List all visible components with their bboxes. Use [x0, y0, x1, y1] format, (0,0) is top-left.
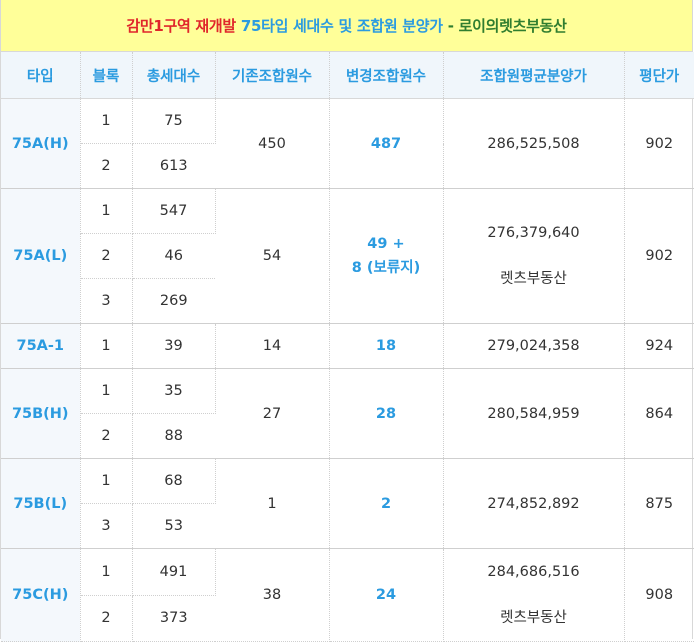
- pyeong-cell: 924: [624, 323, 694, 369]
- title-subject: 75타입 세대수 및 조합원 분양가: [240, 17, 443, 35]
- type-cell: 75A(L): [1, 188, 81, 324]
- table-row: 2 613: [1, 143, 694, 189]
- changed-cell: 49 + 8 (보류지): [329, 188, 444, 324]
- type-cell: 75C(H): [1, 548, 81, 642]
- existing-cell: 54: [215, 188, 330, 324]
- price-watermark: 렛츠부동산: [500, 271, 567, 287]
- header-block: 블록: [80, 52, 133, 99]
- units-cell: 547: [132, 188, 216, 234]
- header-total-units: 총세대수: [132, 52, 216, 99]
- price-table: 타입 블록 총세대수 기존조합원수 변경조합원수 조합원평균분양가 평단가 75…: [1, 52, 694, 642]
- existing-cell: 27: [215, 368, 330, 459]
- existing-cell: 38: [215, 548, 330, 642]
- header-changed-members: 변경조합원수: [329, 52, 444, 99]
- units-cell: 68: [132, 458, 216, 504]
- pyeong-cell: 902: [624, 98, 694, 189]
- units-cell: 75: [132, 98, 216, 144]
- table-row: 3 53: [1, 503, 694, 549]
- units-cell: 35: [132, 368, 216, 414]
- table-row: 75A(H) 1 75 450 487 286,525,508 902: [1, 98, 694, 189]
- table-row: 75A(L) 1 547 54 49 + 8 (보류지) 276,379,640…: [1, 188, 694, 324]
- units-cell: 88: [132, 413, 215, 459]
- table-row: 75C(H) 1 491 38 24 284,686,516 렛츠부동산 908: [1, 548, 694, 642]
- existing-cell: 450: [215, 98, 330, 189]
- changed-cell: 2: [329, 458, 444, 549]
- pyeong-cell: 864: [624, 368, 694, 459]
- header-row: 타입 블록 총세대수 기존조합원수 변경조합원수 조합원평균분양가 평단가: [1, 52, 694, 99]
- type-cell: 75A(H): [1, 98, 81, 189]
- units-cell: 613: [132, 143, 215, 189]
- block-cell: 1: [80, 188, 133, 234]
- units-cell: 46: [132, 233, 215, 279]
- title-source: 로이의렛츠부동산: [458, 17, 567, 35]
- pyeong-cell: 908: [624, 548, 694, 642]
- header-avg-price: 조합원평균분양가: [443, 52, 625, 99]
- header-type: 타입: [1, 52, 81, 99]
- pyeong-cell: 875: [624, 458, 694, 549]
- block-cell: 2: [80, 413, 133, 459]
- header-price-per-pyeong: 평단가: [624, 52, 694, 99]
- units-cell: 39: [132, 323, 216, 369]
- table-row: 75B(L) 1 68 1 2 274,852,892 875: [1, 458, 694, 549]
- units-cell: 53: [132, 503, 215, 549]
- changed-cell: 24: [329, 548, 444, 642]
- units-cell: 373: [132, 595, 215, 642]
- price-cell: 284,686,516 렛츠부동산: [443, 548, 625, 642]
- title-area: 감만1구역 재개발: [126, 17, 236, 35]
- block-cell: 1: [80, 458, 133, 504]
- price-cell: 279,024,358: [443, 323, 625, 369]
- table-title: 감만1구역 재개발 75타입 세대수 및 조합원 분양가 - 로이의렛츠부동산: [1, 0, 692, 52]
- pyeong-cell: 902: [624, 188, 694, 324]
- existing-cell: 1: [215, 458, 330, 549]
- price-value: 284,686,516: [487, 564, 580, 580]
- table-row: 2 373: [1, 595, 694, 642]
- table-row: 3 269: [1, 278, 694, 324]
- table-row: 75A-1 1 39 14 18 279,024,358 924: [1, 323, 694, 369]
- price-cell: 280,584,959: [443, 368, 625, 459]
- block-cell: 2: [80, 233, 133, 279]
- type-cell: 75B(H): [1, 368, 81, 459]
- changed-cell: 487: [329, 98, 444, 189]
- table-row: 2 46: [1, 233, 694, 279]
- changed-line1: 49 +: [367, 236, 405, 252]
- table-row: 2 88: [1, 413, 694, 459]
- title-separator: -: [447, 16, 454, 35]
- type-cell: 75B(L): [1, 458, 81, 549]
- block-cell: 2: [80, 595, 133, 642]
- price-cell: 274,852,892: [443, 458, 625, 549]
- price-watermark: 렛츠부동산: [500, 610, 567, 626]
- block-cell: 1: [80, 323, 133, 369]
- header-existing-members: 기존조합원수: [215, 52, 330, 99]
- block-cell: 2: [80, 143, 133, 189]
- existing-cell: 14: [215, 323, 330, 369]
- units-cell: 491: [132, 548, 216, 596]
- price-cell: 286,525,508: [443, 98, 625, 189]
- block-cell: 1: [80, 368, 133, 414]
- type-cell: 75A-1: [1, 323, 81, 369]
- changed-cell: 18: [329, 323, 444, 369]
- price-value: 276,379,640: [487, 225, 580, 241]
- block-cell: 3: [80, 503, 133, 549]
- units-cell: 269: [132, 278, 215, 324]
- price-cell: 276,379,640 렛츠부동산: [443, 188, 625, 324]
- changed-cell: 28: [329, 368, 444, 459]
- table-row: 75B(H) 1 35 27 28 280,584,959 864: [1, 368, 694, 459]
- changed-line2: 8 (보류지): [351, 260, 421, 276]
- block-cell: 1: [80, 98, 133, 144]
- block-cell: 1: [80, 548, 133, 596]
- block-cell: 3: [80, 278, 133, 324]
